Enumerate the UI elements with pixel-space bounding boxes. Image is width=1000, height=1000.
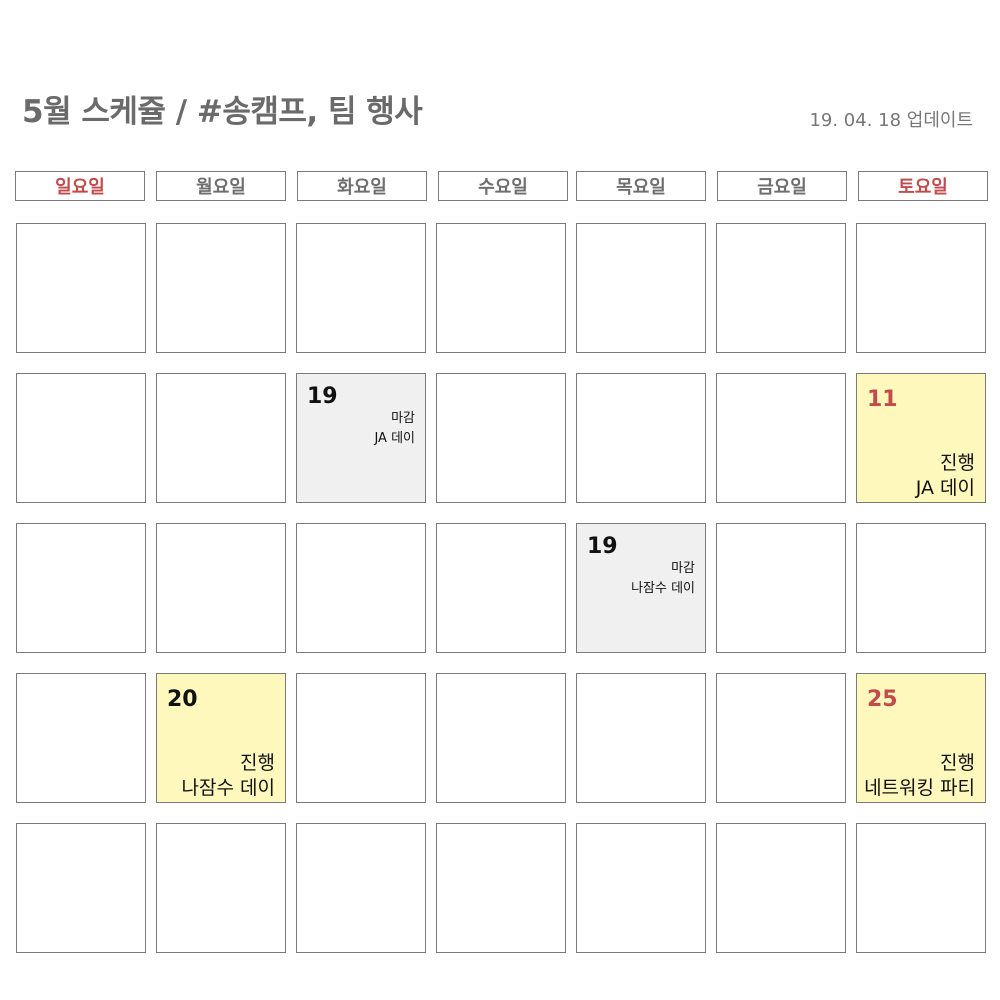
cell-date: 11 (867, 387, 898, 412)
calendar-cell[interactable] (716, 673, 846, 803)
weekday-header-tuesday: 화요일 (297, 171, 427, 201)
calendar-cell-event-networking-party[interactable]: 25 진행 네트워킹 파티 (856, 673, 986, 803)
calendar-cell[interactable] (856, 823, 986, 953)
cell-date: 25 (867, 687, 898, 712)
calendar-cell[interactable] (436, 673, 566, 803)
calendar-cell[interactable] (576, 223, 706, 353)
cell-event-name: 나잠수 데이 (181, 777, 275, 799)
calendar-cell[interactable] (296, 223, 426, 353)
calendar-cell[interactable] (716, 373, 846, 503)
weekday-header-saturday: 토요일 (858, 171, 988, 201)
cell-event-name: JA 데이 (374, 431, 415, 446)
calendar-cell[interactable] (16, 523, 146, 653)
calendar-cell[interactable] (856, 223, 986, 353)
calendar-cell-deadline-ja-day[interactable]: 19 마감 JA 데이 (296, 373, 426, 503)
calendar-cell[interactable] (716, 523, 846, 653)
weekday-header-sunday: 일요일 (15, 171, 145, 201)
cell-status-label: 마감 (671, 561, 695, 576)
calendar-cell[interactable] (716, 823, 846, 953)
calendar-cell[interactable] (576, 673, 706, 803)
cell-event-name: JA 데이 (915, 477, 975, 499)
calendar-cell[interactable] (576, 373, 706, 503)
calendar-cell-deadline-najamsu-day[interactable]: 19 마감 나잠수 데이 (576, 523, 706, 653)
calendar-cell[interactable] (156, 223, 286, 353)
calendar-cell-event-najamsu-day[interactable]: 20 진행 나잠수 데이 (156, 673, 286, 803)
calendar-cell[interactable] (436, 523, 566, 653)
calendar-cell[interactable] (16, 823, 146, 953)
weekday-header-monday: 월요일 (156, 171, 286, 201)
cell-status-label: 마감 (391, 411, 415, 426)
calendar-cell[interactable] (716, 223, 846, 353)
weekday-header-thursday: 목요일 (576, 171, 706, 201)
cell-status-label: 진행 (940, 452, 975, 474)
calendar-cell[interactable] (436, 823, 566, 953)
calendar-cell[interactable] (16, 673, 146, 803)
weekday-header-friday: 금요일 (717, 171, 847, 201)
calendar-cell[interactable] (156, 823, 286, 953)
calendar-cell[interactable] (296, 673, 426, 803)
updated-date: 19. 04. 18 업데이트 (809, 110, 973, 131)
page-title: 5월 스케쥴 / #송캠프, 팀 행사 (22, 94, 423, 130)
cell-event-name: 나잠수 데이 (631, 581, 695, 596)
calendar-cell[interactable] (436, 373, 566, 503)
calendar-cell[interactable] (436, 223, 566, 353)
calendar-cell[interactable] (16, 373, 146, 503)
calendar-cell[interactable] (296, 523, 426, 653)
weekday-header-wednesday: 수요일 (438, 171, 568, 201)
calendar-cell[interactable] (856, 523, 986, 653)
cell-status-label: 진행 (940, 752, 975, 774)
calendar-cell[interactable] (576, 823, 706, 953)
cell-date: 19 (307, 384, 338, 409)
calendar-cell[interactable] (156, 373, 286, 503)
calendar-cell[interactable] (156, 523, 286, 653)
cell-date: 19 (587, 534, 618, 559)
calendar-cell-event-ja-day[interactable]: 11 진행 JA 데이 (856, 373, 986, 503)
calendar-cell[interactable] (296, 823, 426, 953)
cell-event-name: 네트워킹 파티 (864, 777, 975, 799)
calendar-cell[interactable] (16, 223, 146, 353)
cell-date: 20 (167, 687, 198, 712)
cell-status-label: 진행 (240, 752, 275, 774)
